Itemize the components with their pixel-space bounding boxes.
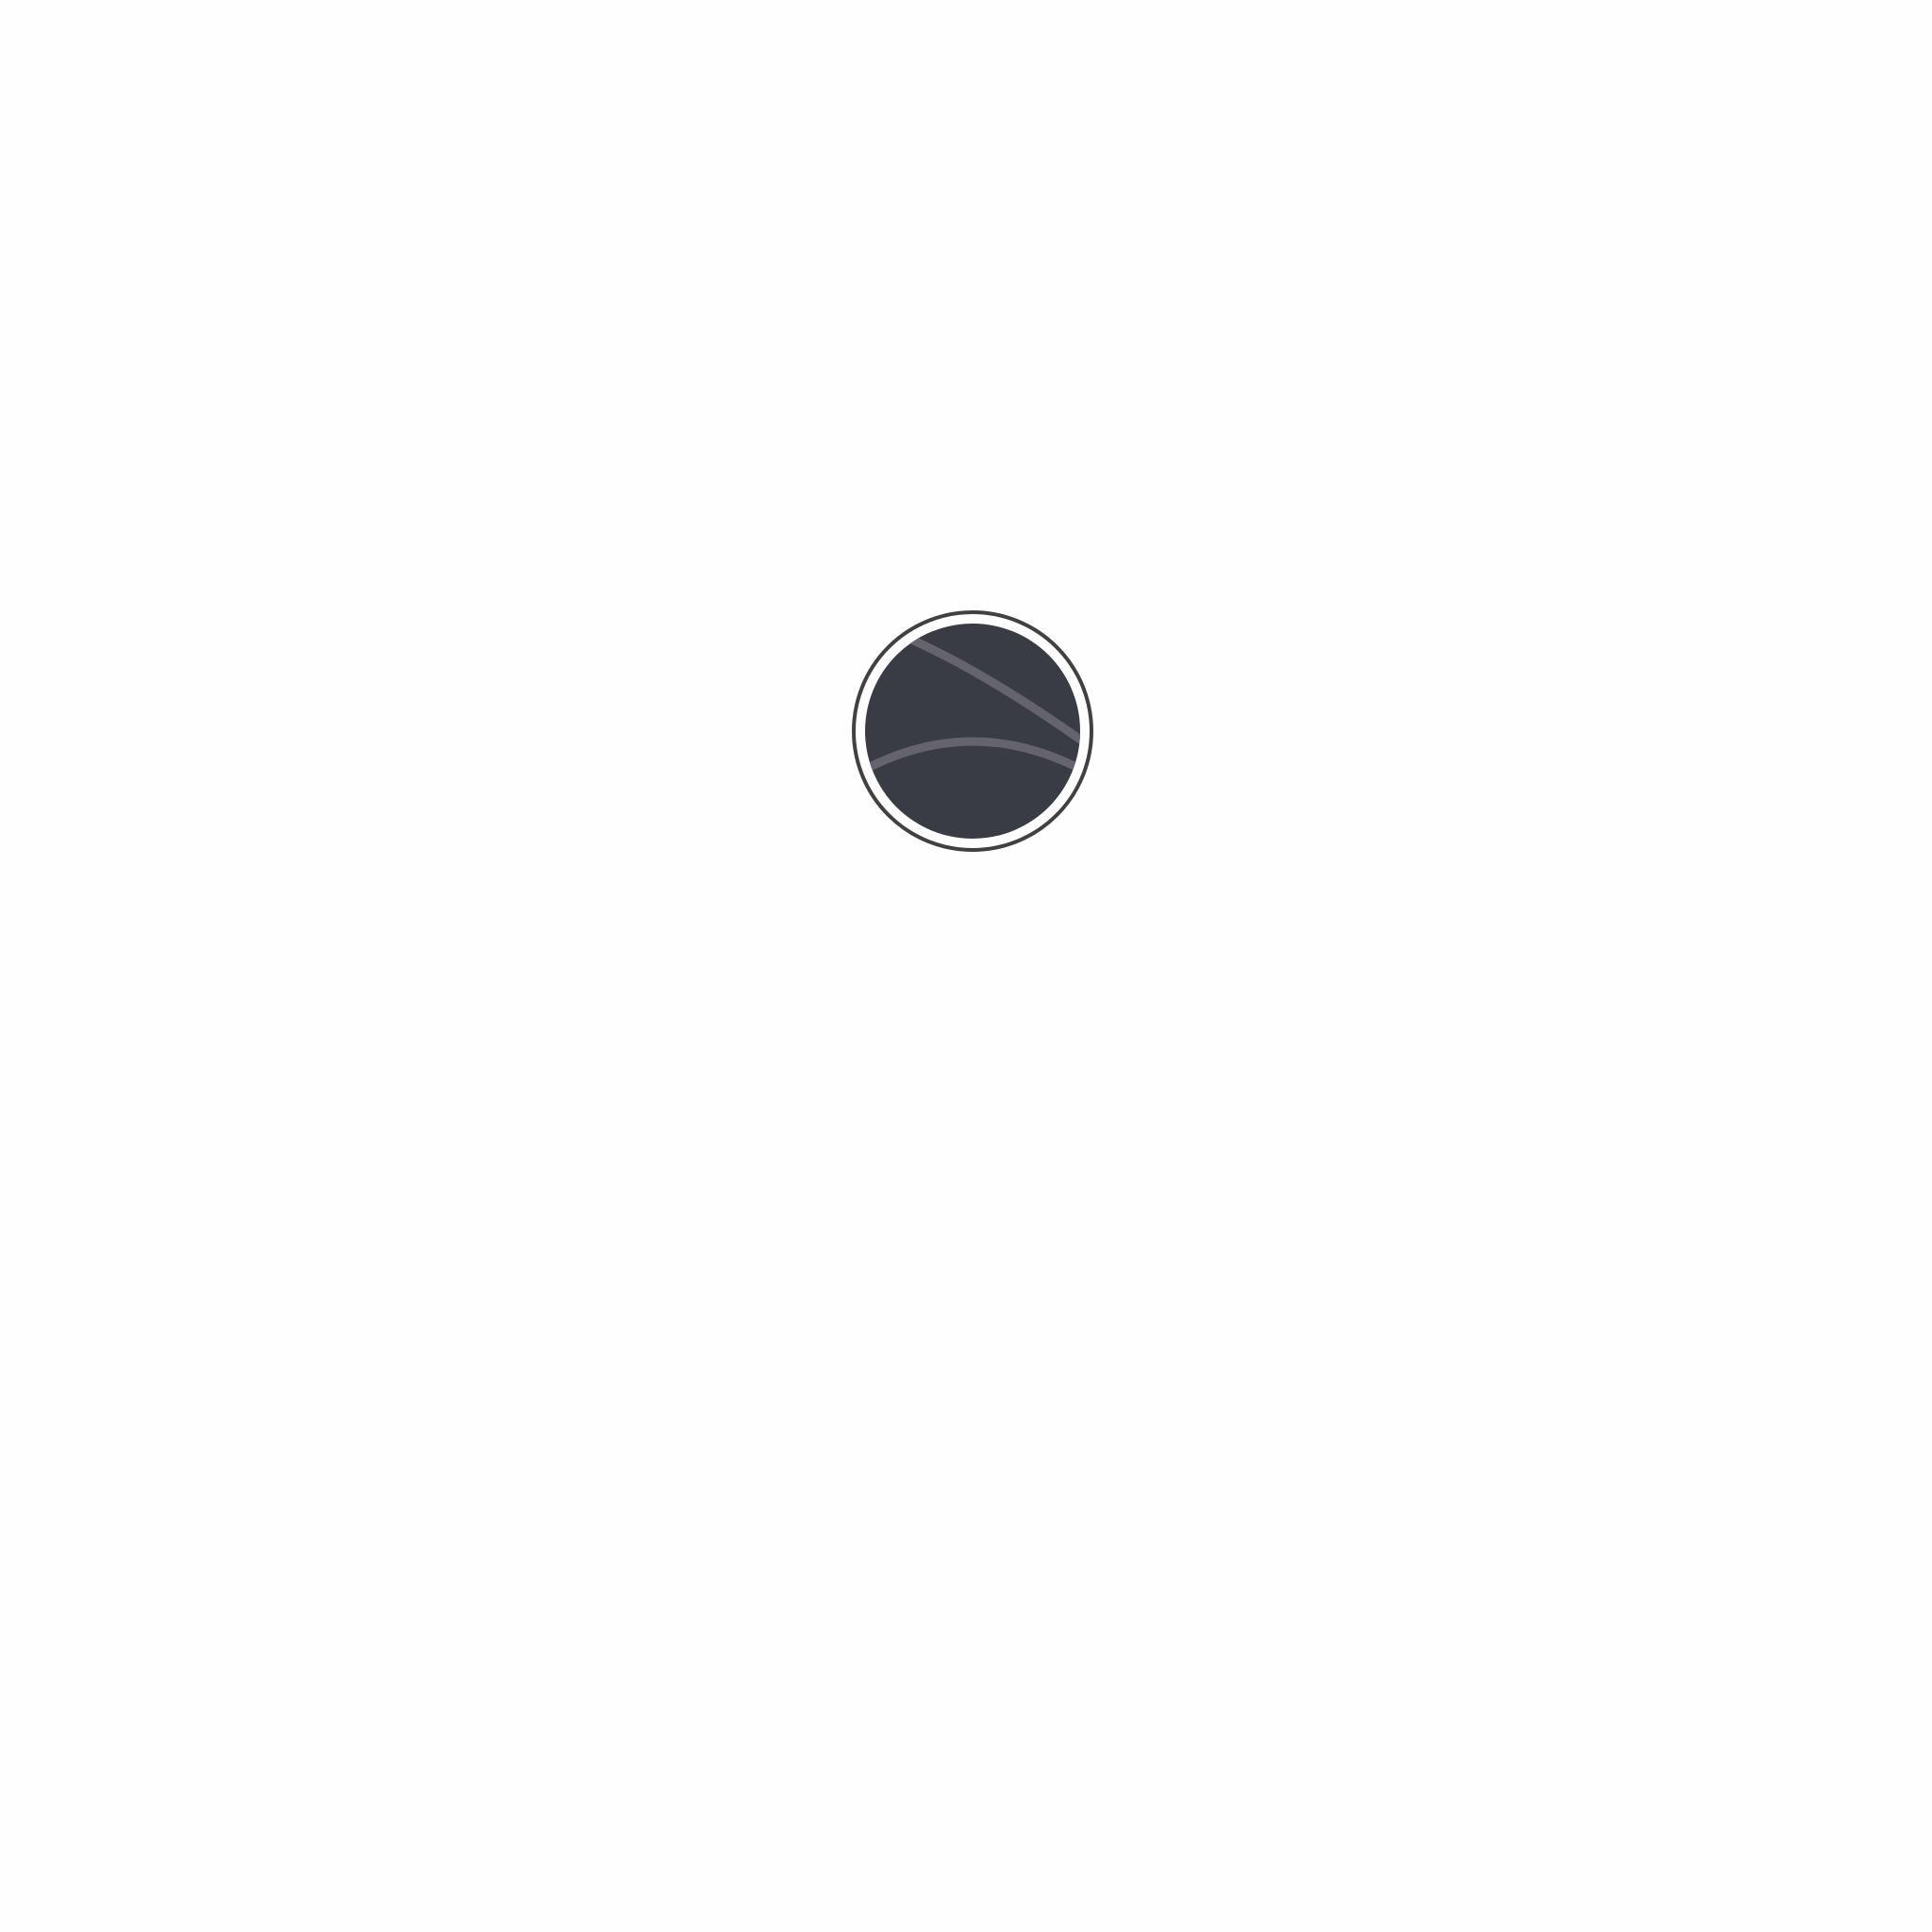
inner-disc: [865, 624, 1080, 839]
curves: [865, 633, 1080, 774]
upper-curve: [906, 633, 1080, 745]
lower-curve: [865, 737, 1080, 774]
avatar-icon[interactable]: [852, 610, 1093, 852]
outer-ring: [852, 610, 1093, 852]
